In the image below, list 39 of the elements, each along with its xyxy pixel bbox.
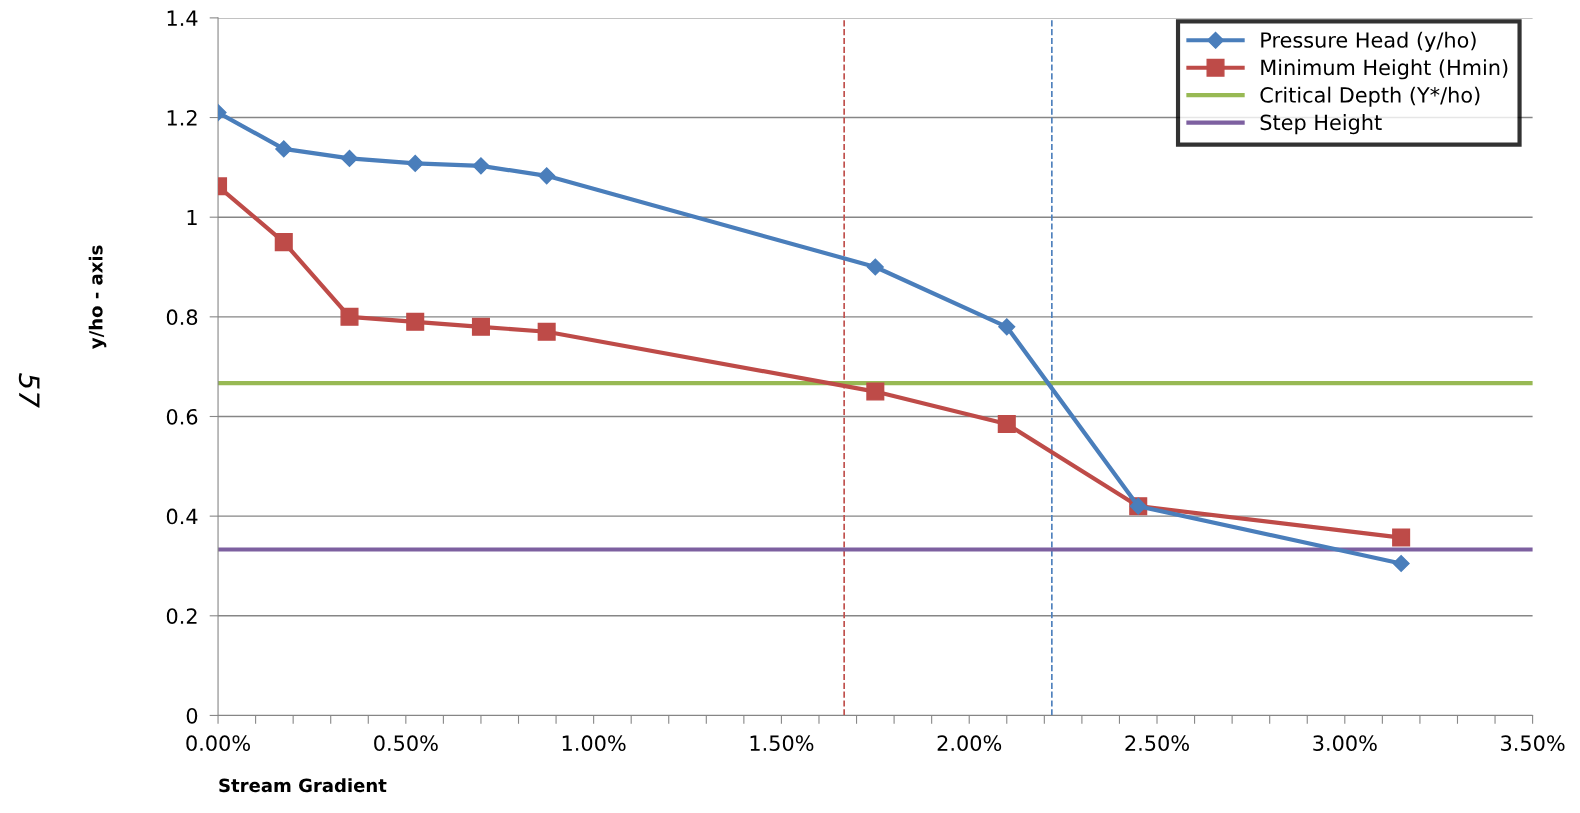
y-tick-label: 1 bbox=[187, 209, 197, 226]
y-tick-label: 0.6 bbox=[166, 408, 198, 425]
text: 57 bbox=[18, 373, 40, 408]
point bbox=[998, 318, 1016, 336]
point bbox=[472, 157, 490, 175]
x-tick-label: 1.00% bbox=[562, 735, 626, 752]
y-tick-label: 0.2 bbox=[166, 608, 197, 624]
x-tick-label: 3.00% bbox=[1313, 735, 1377, 752]
point bbox=[471, 317, 490, 336]
x-tick-label: 0.00% bbox=[186, 735, 250, 752]
point bbox=[340, 149, 359, 167]
point bbox=[340, 307, 359, 326]
point bbox=[537, 322, 556, 341]
point bbox=[406, 312, 425, 331]
point bbox=[538, 167, 556, 185]
x-axis-title: Stream Gradient bbox=[219, 778, 387, 793]
x-tick-label: 1.50% bbox=[750, 735, 814, 752]
point bbox=[1392, 528, 1411, 547]
point bbox=[997, 414, 1016, 433]
y-tick-label: 0.8 bbox=[166, 309, 198, 326]
y-tick-label: 0.4 bbox=[166, 508, 198, 525]
point bbox=[866, 382, 885, 401]
y-axis-title: y/ho - axis bbox=[88, 245, 107, 349]
y-tick-label: 0 bbox=[186, 707, 198, 724]
y-tick-label: 1.2 bbox=[167, 109, 197, 126]
legend-label: Pressure Head (y/ho) bbox=[1261, 31, 1476, 52]
y-tick-label: 1.4 bbox=[167, 10, 198, 26]
point bbox=[274, 233, 293, 252]
legend-label: Step Height bbox=[1260, 114, 1382, 135]
x-tick-label: 3.50% bbox=[1501, 735, 1565, 752]
x-tick-label: 2.50% bbox=[1125, 735, 1189, 752]
legend-label: Critical Depth (Y*/ho) bbox=[1260, 86, 1480, 107]
point bbox=[866, 258, 884, 276]
x-tick-label: 2.00% bbox=[937, 735, 1002, 752]
legend-label: Minimum Height (Hmin) bbox=[1261, 59, 1508, 80]
x-tick-label: 0.50% bbox=[374, 735, 438, 752]
point bbox=[406, 154, 424, 172]
point bbox=[1392, 554, 1410, 573]
point bbox=[275, 140, 293, 158]
